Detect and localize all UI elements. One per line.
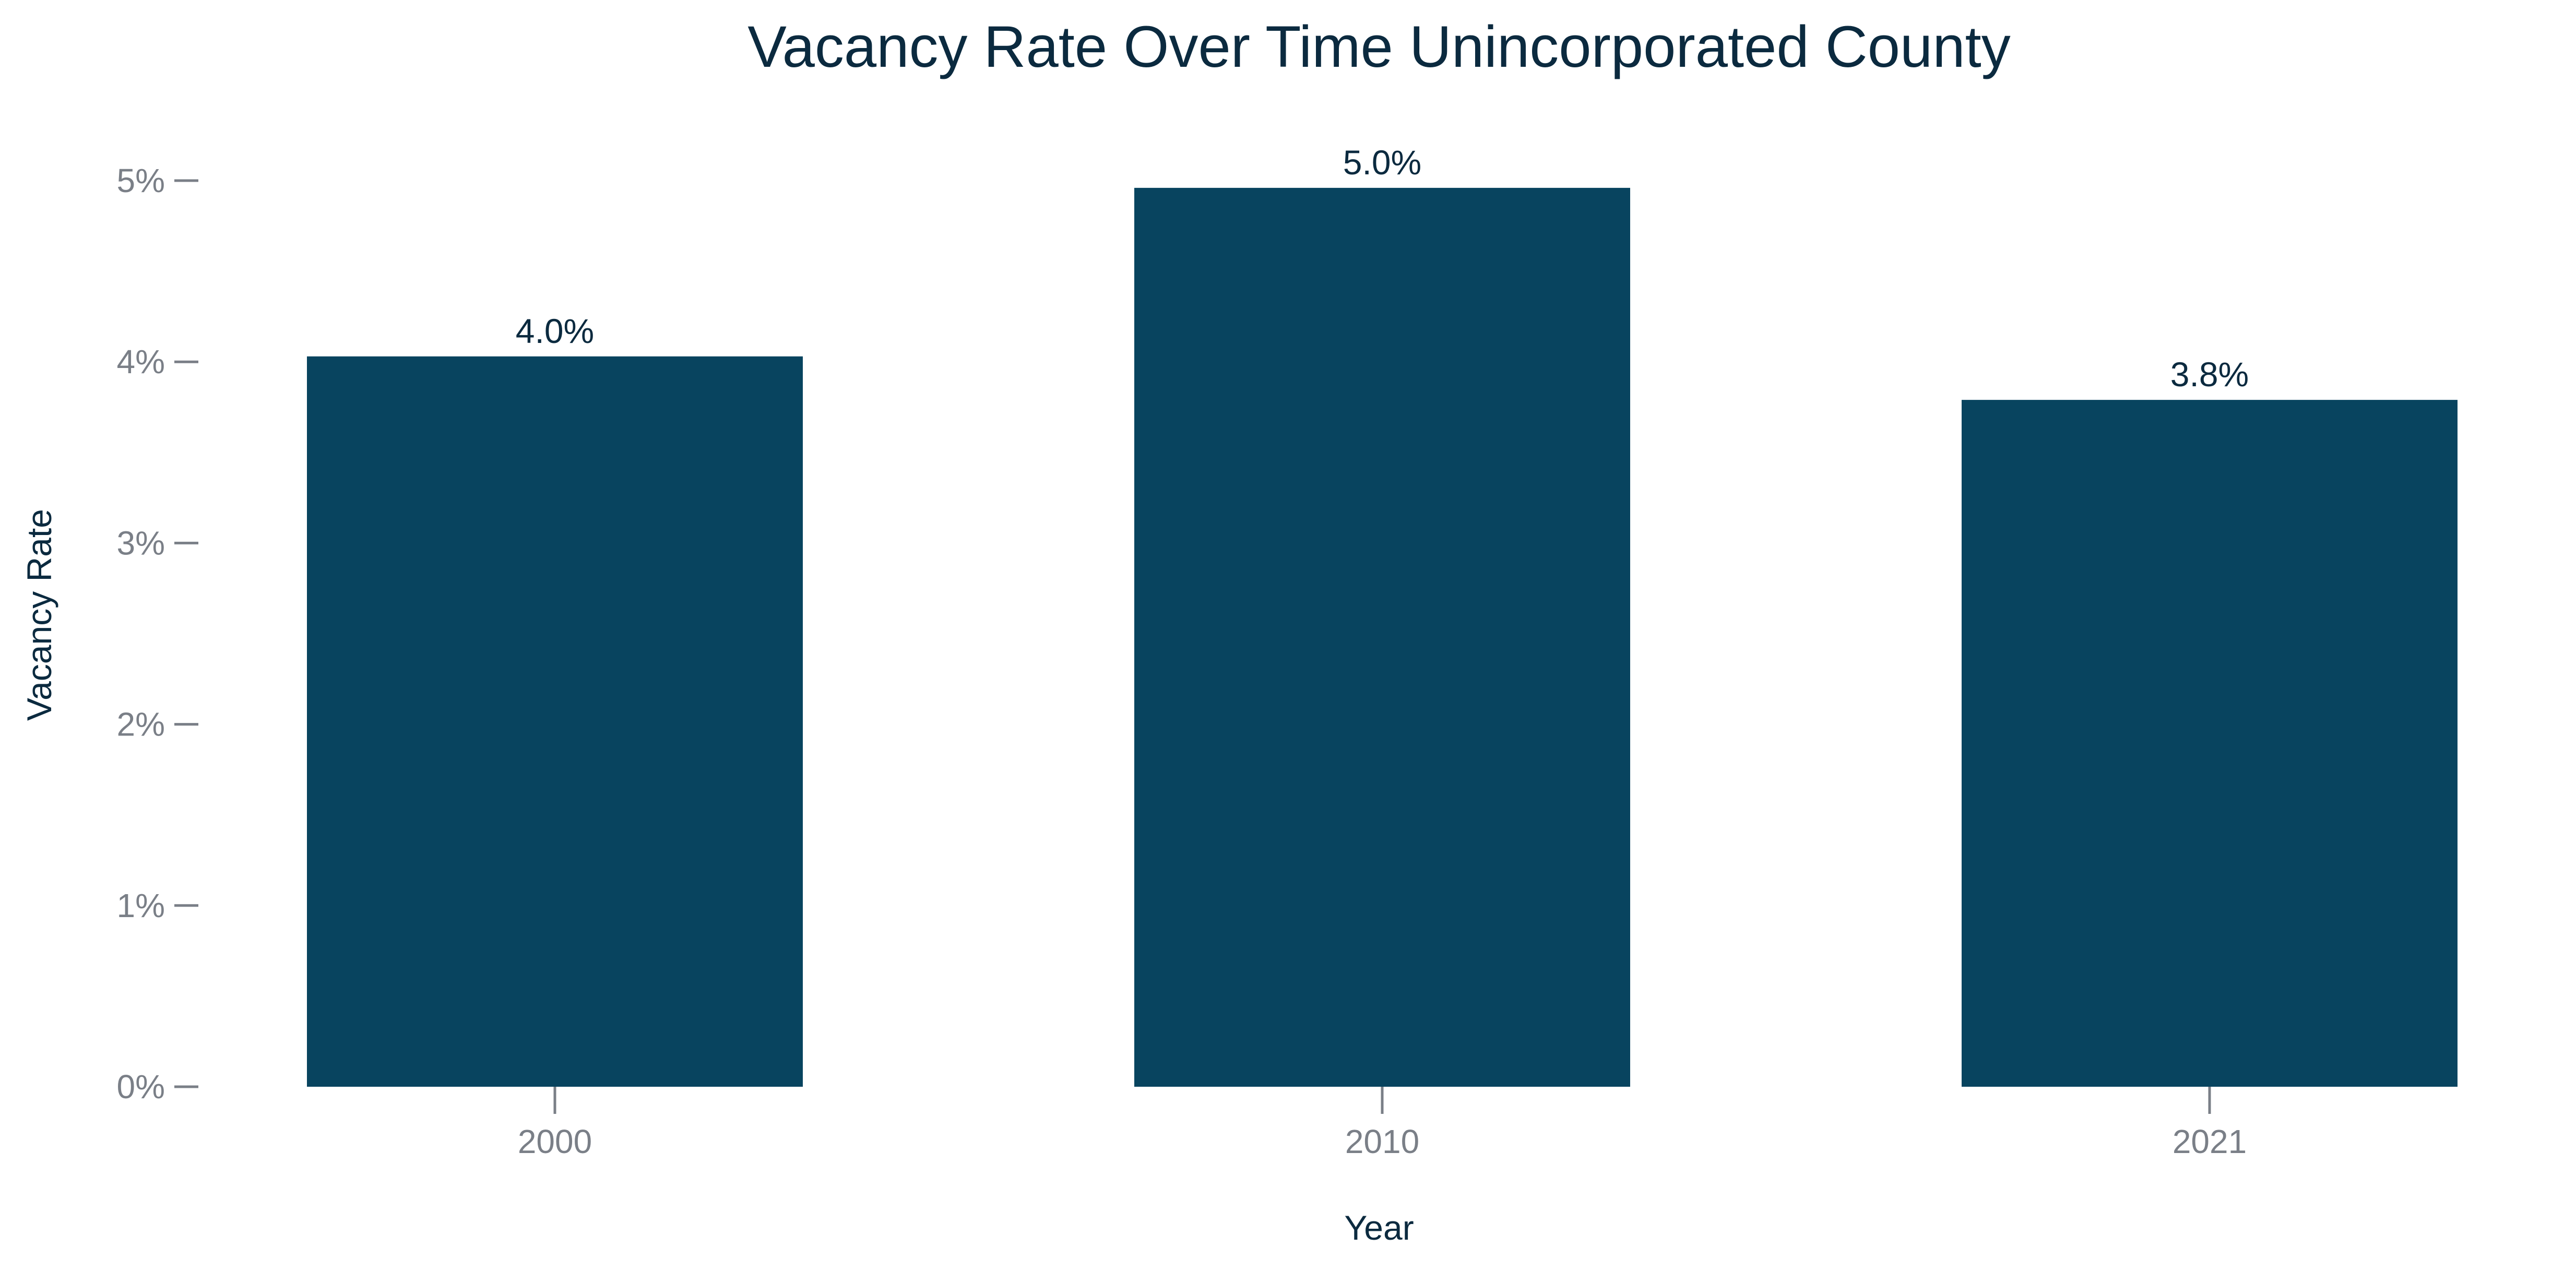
y-tick-label: 1%	[117, 887, 165, 924]
bar	[1134, 187, 1630, 1087]
x-axis-label: Year	[1344, 1208, 1414, 1247]
chart-title: Vacancy Rate Over Time Unincorporated Co…	[747, 14, 2010, 79]
bar	[307, 356, 803, 1087]
y-axis: 0% 1% 2% 3% 4% 5%	[117, 162, 198, 1106]
bars	[307, 187, 2458, 1087]
data-label: 5.0%	[1343, 143, 1421, 182]
y-tick-label: 3%	[117, 524, 165, 562]
x-tick-label: 2010	[1345, 1123, 1419, 1160]
bar	[1962, 400, 2458, 1087]
x-tick-label: 2000	[518, 1123, 592, 1160]
data-label: 4.0%	[516, 312, 594, 350]
y-tick-label: 4%	[117, 343, 165, 381]
y-tick-label: 5%	[117, 162, 165, 199]
y-tick-label: 2%	[117, 706, 165, 743]
x-axis: 2000 2010 2021	[518, 1087, 2247, 1160]
data-label: 3.8%	[2170, 355, 2249, 394]
y-tick-label: 0%	[117, 1068, 165, 1106]
data-labels: 4.0% 5.0% 3.8%	[516, 143, 2249, 394]
y-axis-label: Vacancy Rate	[20, 509, 58, 721]
x-tick-label: 2021	[2173, 1123, 2247, 1160]
